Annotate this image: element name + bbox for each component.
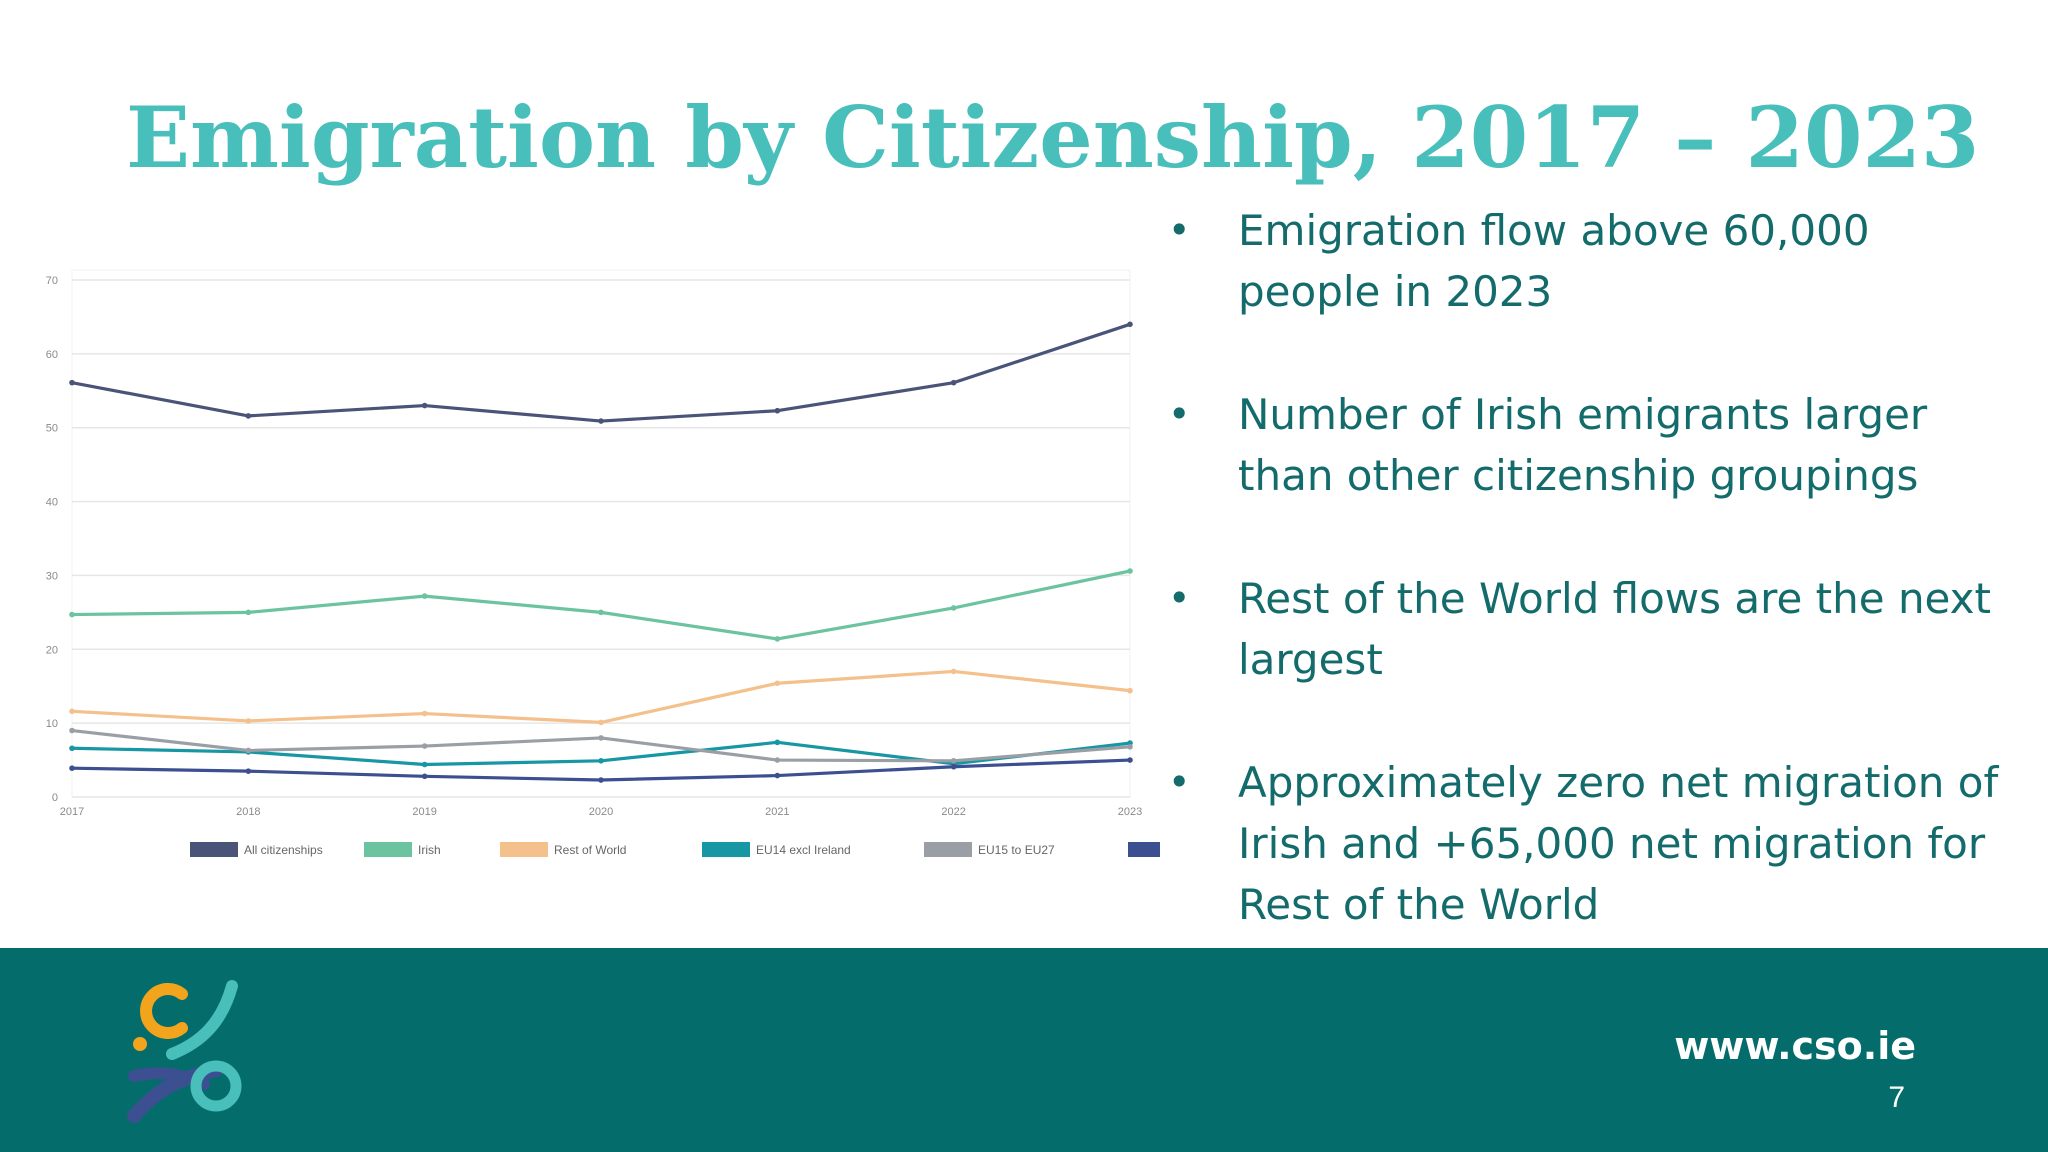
legend-swatch (924, 842, 972, 857)
data-point (950, 758, 957, 764)
bullet-item: • Emigration flow above 60,000 people in … (1168, 200, 2008, 322)
bullet-text: Rest of the World flows are the next lar… (1238, 574, 1991, 684)
legend-swatch (702, 842, 750, 857)
data-point (598, 719, 604, 726)
data-point (774, 636, 781, 642)
data-point (1127, 321, 1133, 328)
data-point (598, 609, 604, 616)
bullet-icon: • (1168, 208, 1191, 252)
bullet-item: • Number of Irish emigrants larger than o… (1168, 384, 2008, 506)
chart-svg: 0 10 20 30 40 50 60 70 2017 2018 2019 2020 2021 2022 2… (46, 269, 1160, 857)
data-point (421, 743, 428, 749)
data-point (1127, 568, 1133, 574)
data-point (598, 735, 604, 741)
data-point (245, 413, 252, 419)
bullet-text: Emigration flow above 60,000 people in 2… (1238, 206, 1870, 316)
data-point (598, 758, 604, 764)
bullet-icon: • (1168, 392, 1191, 436)
data-point (69, 727, 75, 734)
data-point (421, 761, 428, 768)
legend-label: Irish (418, 843, 441, 857)
data-point (774, 680, 781, 687)
data-point (950, 763, 957, 770)
data-point (598, 418, 604, 424)
data-point (245, 609, 252, 616)
cso-logo (127, 980, 242, 1123)
data-point (950, 379, 957, 386)
data-point (1127, 687, 1133, 694)
y-tick-label: 20 (46, 644, 58, 656)
y-tick-label: 10 (46, 718, 58, 730)
x-tick-label: 2021 (765, 806, 789, 818)
legend-swatch (1128, 842, 1160, 857)
data-point (245, 747, 252, 754)
y-tick-label: 70 (46, 275, 58, 287)
site-url[interactable]: www.cso.ie (1674, 1024, 1916, 1068)
y-tick-label: 50 (46, 423, 58, 435)
legend-swatch (190, 842, 238, 857)
legend-swatch (500, 842, 548, 857)
plot-area (71, 269, 1131, 798)
data-point (69, 745, 75, 752)
data-point (950, 668, 957, 675)
x-tick-label: 2020 (589, 806, 613, 818)
y-tick-label: 30 (46, 570, 58, 582)
bullet-list: • Emigration flow above 60,000 people in … (1168, 200, 2008, 997)
data-point (774, 407, 781, 414)
data-point (774, 757, 781, 763)
data-point (1127, 757, 1133, 763)
page-number: 7 (1888, 1081, 1905, 1114)
data-point (421, 773, 428, 780)
footer-bar: www.cso.ie 7 (0, 948, 2048, 1152)
bullet-item: • Rest of the World flows are the next la… (1168, 568, 2008, 690)
slide-title: Emigration by Citizenship, 2017 – 2023 (126, 88, 1980, 187)
x-tick-label: 2017 (60, 806, 84, 818)
data-point (421, 402, 428, 409)
data-point (774, 772, 781, 779)
data-point (69, 708, 75, 715)
x-tick-label: 2023 (1118, 806, 1142, 818)
data-point (245, 768, 252, 774)
bullet-text: Approximately zero net migration of Iris… (1238, 758, 1999, 929)
data-point (774, 739, 781, 746)
y-tick-label: 40 (46, 497, 58, 509)
legend-label: EU15 to EU27 (978, 843, 1055, 857)
legend-label: EU14 excl Ireland (756, 843, 851, 857)
bullet-text: Number of Irish emigrants larger than ot… (1238, 390, 1928, 500)
data-point (69, 765, 75, 771)
bullet-item: • Approximately zero net migration of Iri… (1168, 752, 2008, 935)
data-point (950, 605, 957, 611)
x-tick-label: 2018 (236, 806, 260, 818)
data-point (69, 611, 75, 618)
data-point (245, 718, 252, 724)
legend-label: All citizenships (244, 843, 323, 857)
bullet-icon: • (1168, 760, 1191, 804)
y-tick-label: 0 (52, 792, 58, 804)
x-tick-label: 2019 (412, 806, 436, 818)
data-point (69, 379, 75, 386)
y-tick-label: 60 (46, 349, 58, 361)
data-point (1127, 743, 1133, 750)
legend-label: Rest of World (554, 843, 626, 857)
legend-swatch (364, 842, 412, 857)
data-point (421, 593, 428, 599)
line-chart: 0 10 20 30 40 50 60 70 2017 2018 2019 2020 2021 2022 2… (30, 260, 1160, 880)
x-tick-label: 2022 (941, 806, 965, 818)
data-point (598, 777, 604, 783)
data-point (421, 710, 428, 717)
bullet-icon: • (1168, 576, 1191, 620)
